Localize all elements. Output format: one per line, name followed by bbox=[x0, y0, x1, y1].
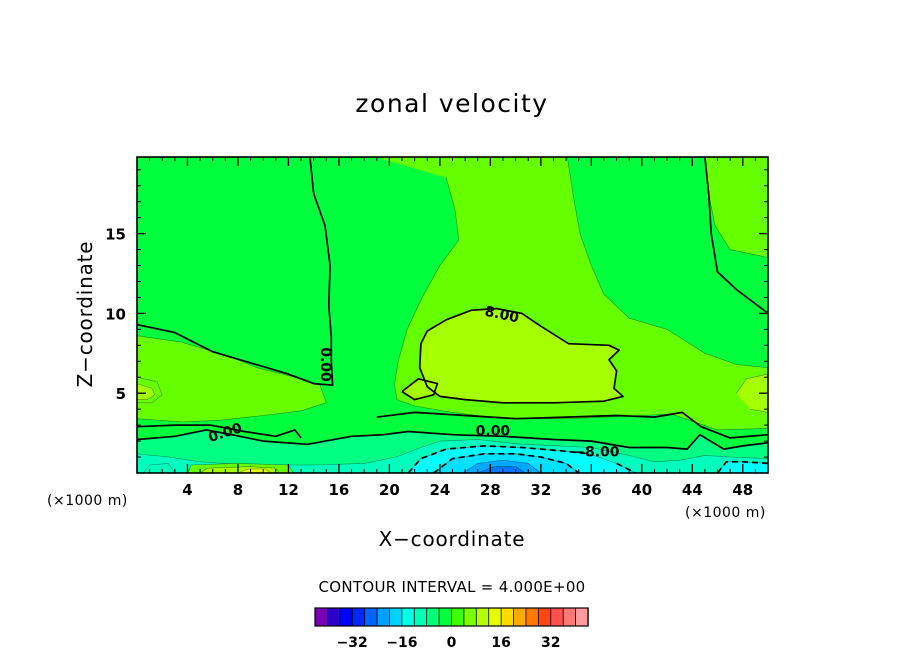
contour-region-15 bbox=[143, 463, 175, 473]
colorbar-label-0: −32 bbox=[337, 635, 368, 651]
x-axis-title: X−coordinate bbox=[379, 527, 526, 551]
x-tick-label-0: 4 bbox=[182, 481, 192, 499]
x-tick-label-10: 44 bbox=[682, 481, 703, 499]
contour-label-1: 0.00 bbox=[317, 347, 333, 382]
colorbar-swatch-15 bbox=[500, 607, 515, 627]
colorbar-swatch-18 bbox=[537, 607, 552, 627]
x-tick-label-8: 36 bbox=[581, 481, 602, 499]
x-tick-label-5: 24 bbox=[429, 481, 450, 499]
contour-line-10 bbox=[433, 452, 580, 473]
colorbar-swatch-10 bbox=[438, 607, 453, 627]
x-tick-label-1: 8 bbox=[233, 481, 243, 499]
x-tick-label-7: 32 bbox=[530, 481, 551, 499]
contour-region-edge-15 bbox=[143, 463, 176, 473]
contour-region-edge-7 bbox=[137, 376, 163, 404]
y-tick-label-0: 5 bbox=[116, 385, 126, 403]
colorbar-swatch-12 bbox=[463, 607, 478, 627]
contour-region-edge-16 bbox=[187, 463, 294, 473]
chart-title: zonal velocity bbox=[355, 89, 548, 118]
x-axis-ticks: 4 8 12 16 20 24 28 32 36 40 44 48 bbox=[149, 157, 756, 499]
colorbar-swatch-3 bbox=[351, 607, 366, 627]
contour-region-edge-13 bbox=[462, 459, 541, 473]
colorbar-label-2: 0 bbox=[447, 635, 457, 651]
contour-label-3: 0.00 bbox=[476, 424, 511, 440]
contour-region-18 bbox=[238, 469, 271, 473]
contour-line-3 bbox=[401, 377, 439, 401]
colorbar-swatch-13 bbox=[475, 607, 490, 627]
contour-line-7 bbox=[407, 445, 589, 473]
contour-region-5 bbox=[402, 378, 438, 400]
contour-region-3 bbox=[704, 157, 768, 258]
colorbar-swatch-5 bbox=[376, 607, 391, 627]
x-tick-label-3: 16 bbox=[328, 481, 349, 499]
contour-line-9 bbox=[716, 460, 768, 473]
contour-region-edge-17 bbox=[199, 466, 280, 473]
colorbar-label-3: 16 bbox=[491, 635, 510, 651]
contour-region-edge-3 bbox=[704, 157, 768, 258]
colorbar-swatch-9 bbox=[426, 607, 440, 627]
contour-line-2 bbox=[418, 307, 624, 404]
colorbar-swatch-6 bbox=[389, 607, 403, 627]
colorbar-frame bbox=[314, 607, 589, 627]
contour-region-2 bbox=[137, 335, 327, 422]
contour-region-4 bbox=[419, 308, 623, 403]
colorbar-swatch-11 bbox=[451, 607, 465, 627]
y-tick-label-2: 15 bbox=[105, 226, 126, 244]
colorbar-swatch-2 bbox=[339, 607, 353, 627]
colorbar-swatch-21 bbox=[575, 607, 589, 627]
contour-region-8 bbox=[137, 383, 155, 400]
colorbar-swatch-19 bbox=[550, 607, 564, 627]
contour-region-14 bbox=[477, 466, 526, 473]
y-axis-ticks: 5 10 15 bbox=[105, 169, 768, 458]
contour-line-5 bbox=[137, 424, 302, 439]
x-tick-label-6: 28 bbox=[480, 481, 501, 499]
contour-region-edge-8 bbox=[137, 383, 156, 400]
x-axis-unit-left: (×1000 m) bbox=[47, 493, 128, 509]
x-tick-label-11: 48 bbox=[732, 481, 753, 499]
x-tick-label-4: 20 bbox=[379, 481, 400, 499]
contour-line-1 bbox=[704, 157, 768, 315]
colorbar-swatch-0 bbox=[314, 607, 329, 627]
colorbar-label-4: 32 bbox=[541, 635, 560, 651]
contour-label-4: −8.00 bbox=[573, 444, 620, 460]
contour-line-8 bbox=[616, 462, 636, 473]
colorbar-swatch-14 bbox=[488, 607, 502, 627]
contour-fill-layer bbox=[137, 157, 768, 473]
colorbar-swatch-20 bbox=[562, 607, 577, 627]
x-tick-label-9: 40 bbox=[631, 481, 652, 499]
colorbar-swatch-17 bbox=[525, 607, 540, 627]
colorbar-label-1: −16 bbox=[386, 635, 417, 651]
contour-line-0 bbox=[137, 157, 334, 387]
contour-line-layer bbox=[137, 157, 768, 473]
colorbar-swatch-4 bbox=[364, 607, 378, 627]
colorbar-swatch-8 bbox=[413, 607, 428, 627]
colorbar bbox=[314, 607, 589, 627]
colorbar-swatch-1 bbox=[327, 607, 341, 627]
contour-region-6 bbox=[736, 374, 768, 413]
contour-line-4 bbox=[137, 429, 768, 450]
contour-region-edge-6 bbox=[736, 373, 768, 413]
contour-interval-text: CONTOUR INTERVAL = 4.000E+00 bbox=[318, 578, 585, 596]
contour-region-edge-14 bbox=[477, 466, 526, 473]
y-tick-label-1: 10 bbox=[105, 305, 126, 323]
contour-label-0: 8.00 bbox=[483, 304, 520, 327]
colorbar-labels: −32 −16 0 16 32 bbox=[337, 635, 561, 651]
contour-region-edge-1 bbox=[375, 157, 768, 431]
x-tick-label-2: 12 bbox=[278, 481, 299, 499]
colorbar-swatch-16 bbox=[513, 607, 527, 627]
x-axis-unit-right: (×1000 m) bbox=[685, 505, 766, 521]
contour-region-edge-18 bbox=[237, 468, 271, 473]
contour-line-6 bbox=[376, 411, 768, 439]
y-axis-title: Z−coordinate bbox=[73, 241, 97, 388]
colorbar-swatch-7 bbox=[401, 607, 415, 627]
